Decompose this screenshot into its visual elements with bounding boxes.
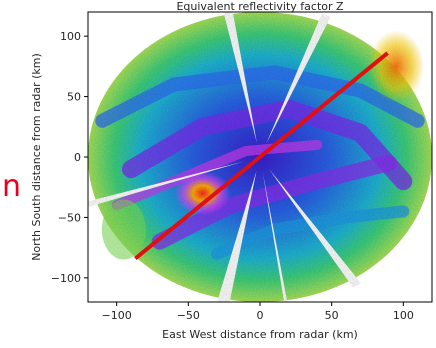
x-tick-label: −50	[177, 309, 200, 322]
x-tick-label: 50	[325, 309, 339, 322]
reflectivity-band	[151, 155, 397, 250]
storm-core	[174, 171, 231, 216]
y-tick-label: 100	[60, 30, 81, 43]
cross-section-line	[134, 51, 389, 261]
y-tick-label: −50	[58, 211, 81, 224]
x-axis-label: East West distance from radar (km)	[162, 328, 358, 341]
reflectivity-band	[122, 99, 413, 191]
x-tick-label: 0	[257, 309, 264, 322]
reflectivity-band	[111, 139, 323, 211]
beam-blockage-gap	[88, 161, 244, 207]
plot-area	[88, 12, 432, 302]
beam-blockage-gap	[223, 12, 257, 143]
x-tick-label: −100	[102, 309, 132, 322]
high-reflectivity-region	[368, 30, 425, 103]
y-axis: −100 −50 0 50 100	[51, 30, 88, 285]
reflectivity-band	[95, 65, 425, 128]
x-tick-label: 100	[393, 309, 414, 322]
y-axis-label: North South distance from radar (km)	[30, 53, 43, 261]
beam-blockage-gap	[217, 171, 257, 302]
y-tick-label: −100	[51, 272, 81, 285]
y-tick-label: 0	[74, 151, 81, 164]
beam-blockage-gap	[262, 171, 288, 302]
x-axis: −100 −50 0 50 100	[102, 302, 414, 322]
side-annotation-text: n	[2, 169, 21, 204]
beam-blockage-gap	[269, 169, 361, 288]
beam-blockage-gap	[266, 13, 331, 144]
low-reflectivity-region	[101, 199, 146, 260]
chart-title: Equivalent reflectivity factor Z	[176, 0, 344, 13]
y-tick-label: 50	[67, 91, 81, 104]
